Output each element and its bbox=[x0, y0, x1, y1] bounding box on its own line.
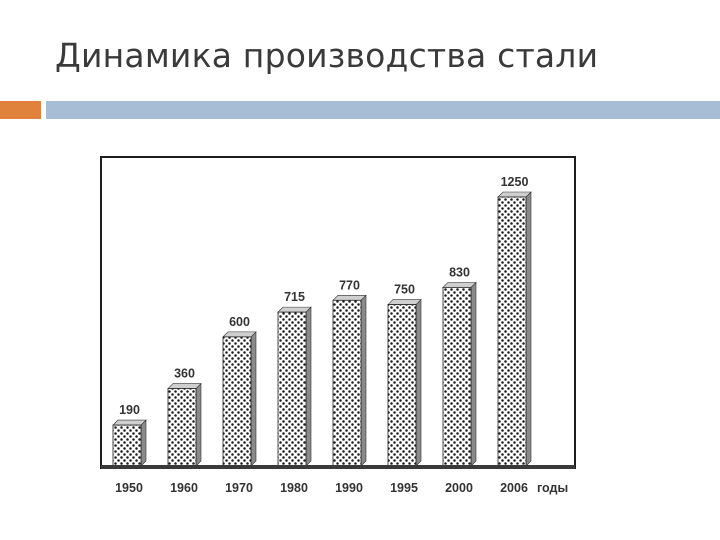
bar-side bbox=[140, 419, 147, 467]
x-tick-label: 1980 bbox=[280, 481, 308, 495]
bar-side bbox=[415, 298, 422, 467]
bar-side bbox=[360, 294, 367, 467]
bar-face bbox=[112, 424, 142, 467]
bar-side bbox=[470, 281, 477, 467]
bar-face bbox=[387, 304, 417, 467]
bar-top bbox=[277, 306, 312, 313]
x-axis-unit-label: годы bbox=[537, 481, 568, 495]
bar-face bbox=[167, 388, 197, 467]
bar-side bbox=[305, 306, 312, 467]
bar-top bbox=[497, 191, 532, 198]
bar bbox=[442, 281, 477, 467]
bar-value-label: 715 bbox=[284, 290, 305, 304]
bar-face bbox=[442, 286, 472, 467]
accent-square bbox=[0, 101, 41, 119]
x-tick-label: 1995 bbox=[390, 481, 418, 495]
x-tick-label: 1990 bbox=[335, 481, 363, 495]
bar-top bbox=[167, 383, 202, 389]
bar-value-label: 750 bbox=[394, 283, 415, 297]
bar-face bbox=[222, 336, 252, 467]
bar-value-label: 770 bbox=[339, 278, 360, 292]
bar-top bbox=[442, 282, 477, 288]
x-tick-label: 2000 bbox=[445, 481, 473, 495]
bar-value-label: 600 bbox=[229, 315, 250, 329]
bar-side bbox=[195, 382, 202, 467]
bar bbox=[332, 294, 367, 467]
bar bbox=[167, 382, 202, 467]
bar bbox=[222, 331, 257, 467]
bar-value-label: 1250 bbox=[501, 175, 529, 189]
accent-bar bbox=[46, 101, 720, 119]
bar-face bbox=[277, 311, 307, 467]
x-tick-label: 1970 bbox=[225, 481, 253, 495]
bar-side bbox=[525, 191, 532, 467]
bar-side bbox=[250, 331, 257, 467]
bar-value-label: 830 bbox=[449, 265, 470, 279]
bar-value-label: 190 bbox=[119, 403, 140, 417]
bar bbox=[497, 191, 532, 467]
bar-top bbox=[387, 299, 422, 305]
bar bbox=[387, 298, 422, 467]
slide-title: Динамика производства стали bbox=[55, 36, 599, 75]
bar-top bbox=[332, 294, 367, 301]
x-tick-label: 1950 bbox=[115, 481, 143, 495]
bar-value-label: 360 bbox=[174, 367, 195, 381]
bar-top bbox=[222, 331, 257, 338]
bar bbox=[277, 306, 312, 467]
x-tick-label: 2006 bbox=[500, 481, 528, 495]
bar-face bbox=[332, 299, 362, 467]
bar-face bbox=[497, 196, 527, 467]
bar-top bbox=[112, 419, 147, 426]
x-tick-label: 1960 bbox=[170, 481, 198, 495]
bar bbox=[112, 419, 147, 467]
